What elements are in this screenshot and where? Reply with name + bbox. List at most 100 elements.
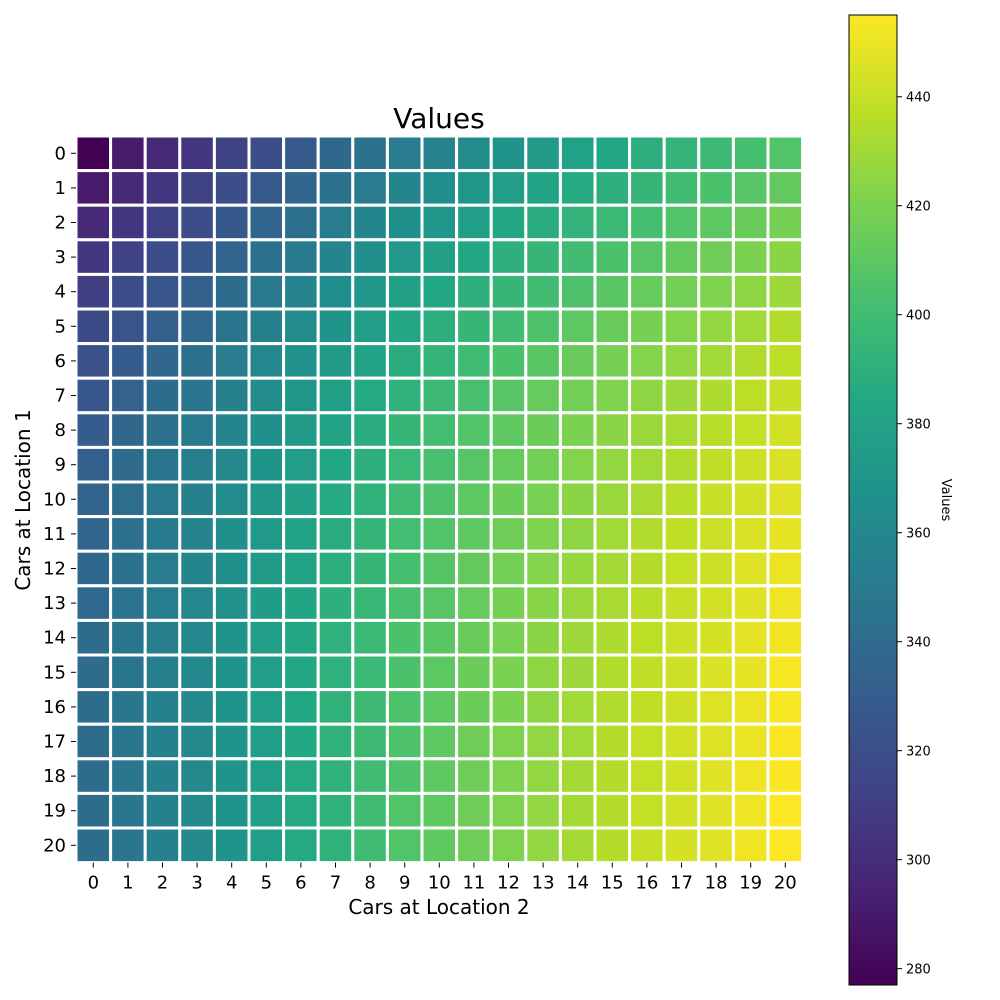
heatmap-cell bbox=[178, 272, 216, 311]
heatmap-cell bbox=[766, 826, 805, 865]
heatmap-cell bbox=[628, 480, 666, 519]
heatmap-cell bbox=[455, 584, 493, 622]
heatmap-cell bbox=[316, 480, 355, 519]
colorbar-tick-label: 340 bbox=[906, 636, 931, 651]
heatmap-cell bbox=[351, 480, 389, 519]
heatmap-cell bbox=[316, 411, 355, 449]
heatmap-cell bbox=[420, 480, 459, 519]
heatmap-cell bbox=[558, 445, 597, 484]
heatmap-cell bbox=[524, 515, 562, 553]
heatmap-cell bbox=[455, 203, 493, 242]
heatmap-cell bbox=[593, 722, 632, 761]
heatmap-cell bbox=[178, 653, 216, 692]
colorbar-tick-label: 440 bbox=[906, 91, 931, 106]
heatmap-cell bbox=[628, 515, 666, 553]
heatmap-cell bbox=[316, 549, 355, 588]
heatmap-cell bbox=[212, 169, 251, 207]
heatmap-cell bbox=[109, 480, 147, 519]
heatmap-cell bbox=[766, 791, 805, 830]
heatmap-cell bbox=[697, 653, 735, 692]
heatmap-cell bbox=[316, 134, 355, 173]
heatmap-cell bbox=[697, 515, 735, 553]
heatmap-cell bbox=[662, 169, 701, 207]
heatmap-cell bbox=[766, 445, 805, 484]
heatmap-cell bbox=[489, 791, 528, 830]
heatmap-cell bbox=[593, 342, 632, 380]
heatmap-cell bbox=[74, 169, 113, 207]
heatmap-cell bbox=[731, 653, 770, 692]
heatmap-cell bbox=[247, 480, 286, 519]
heatmap-cell bbox=[282, 722, 320, 761]
heatmap-cell bbox=[247, 169, 286, 207]
x-tick-label: 1 bbox=[122, 873, 133, 894]
heatmap-cell bbox=[385, 272, 424, 311]
heatmap-cell bbox=[385, 480, 424, 519]
x-tick-label: 2 bbox=[157, 873, 168, 894]
heatmap-cell bbox=[282, 688, 320, 726]
heatmap-cell bbox=[143, 688, 182, 726]
heatmap-cell bbox=[697, 618, 735, 657]
heatmap-cell bbox=[766, 480, 805, 519]
heatmap-cell bbox=[143, 445, 182, 484]
heatmap-cell bbox=[489, 653, 528, 692]
heatmap-cell bbox=[593, 307, 632, 346]
heatmap-cell bbox=[593, 238, 632, 276]
heatmap-cell bbox=[593, 653, 632, 692]
heatmap-cell bbox=[109, 722, 147, 761]
heatmap-cell bbox=[697, 169, 735, 207]
heatmap-cell bbox=[766, 376, 805, 415]
heatmap-cell bbox=[766, 272, 805, 311]
heatmap-cell bbox=[143, 411, 182, 449]
heatmap-cell bbox=[628, 342, 666, 380]
heatmap-cell bbox=[143, 722, 182, 761]
heatmap-cell bbox=[558, 376, 597, 415]
heatmap-cell bbox=[316, 307, 355, 346]
heatmap-cell bbox=[109, 411, 147, 449]
heatmap-cell bbox=[455, 688, 493, 726]
colorbar-tick-label: 320 bbox=[906, 745, 931, 760]
heatmap-cell bbox=[697, 342, 735, 380]
y-tick-label: 16 bbox=[43, 697, 66, 718]
heatmap-cell bbox=[282, 653, 320, 692]
heatmap-cell bbox=[212, 411, 251, 449]
heatmap-cell bbox=[247, 618, 286, 657]
heatmap-cell bbox=[385, 791, 424, 830]
heatmap-cell bbox=[316, 584, 355, 622]
y-tick-label: 14 bbox=[43, 628, 66, 649]
heatmap-cell bbox=[558, 203, 597, 242]
heatmap-cell bbox=[593, 272, 632, 311]
heatmap-cell bbox=[351, 169, 389, 207]
heatmap-cell bbox=[558, 169, 597, 207]
y-tick-label: 17 bbox=[43, 732, 66, 753]
heatmap-cell bbox=[524, 376, 562, 415]
heatmap-cell bbox=[351, 791, 389, 830]
heatmap-cell bbox=[109, 376, 147, 415]
heatmap-cell bbox=[524, 791, 562, 830]
heatmap-cell bbox=[178, 238, 216, 276]
x-tick-label: 3 bbox=[191, 873, 202, 894]
heatmap-cell bbox=[628, 238, 666, 276]
heatmap-cell bbox=[178, 584, 216, 622]
heatmap-cell bbox=[212, 342, 251, 380]
heatmap-cell bbox=[489, 203, 528, 242]
heatmap-cell bbox=[109, 791, 147, 830]
y-tick-label: 3 bbox=[55, 247, 66, 268]
heatmap-cell bbox=[420, 203, 459, 242]
heatmap-cell bbox=[628, 134, 666, 173]
heatmap-cell bbox=[697, 480, 735, 519]
heatmap-cell bbox=[524, 203, 562, 242]
heatmap-cell bbox=[74, 688, 113, 726]
y-axis-label: Cars at Location 1 bbox=[11, 409, 35, 590]
heatmap-cell bbox=[593, 549, 632, 588]
y-tick-label: 5 bbox=[55, 316, 66, 337]
heatmap-cell bbox=[489, 376, 528, 415]
heatmap-cell bbox=[420, 653, 459, 692]
heatmap-cell bbox=[420, 549, 459, 588]
heatmap-cell bbox=[697, 307, 735, 346]
heatmap-cell bbox=[178, 688, 216, 726]
x-tick-label: 14 bbox=[566, 873, 589, 894]
heatmap-cell bbox=[212, 826, 251, 865]
heatmap-cell bbox=[731, 203, 770, 242]
x-tick-label: 9 bbox=[399, 873, 410, 894]
